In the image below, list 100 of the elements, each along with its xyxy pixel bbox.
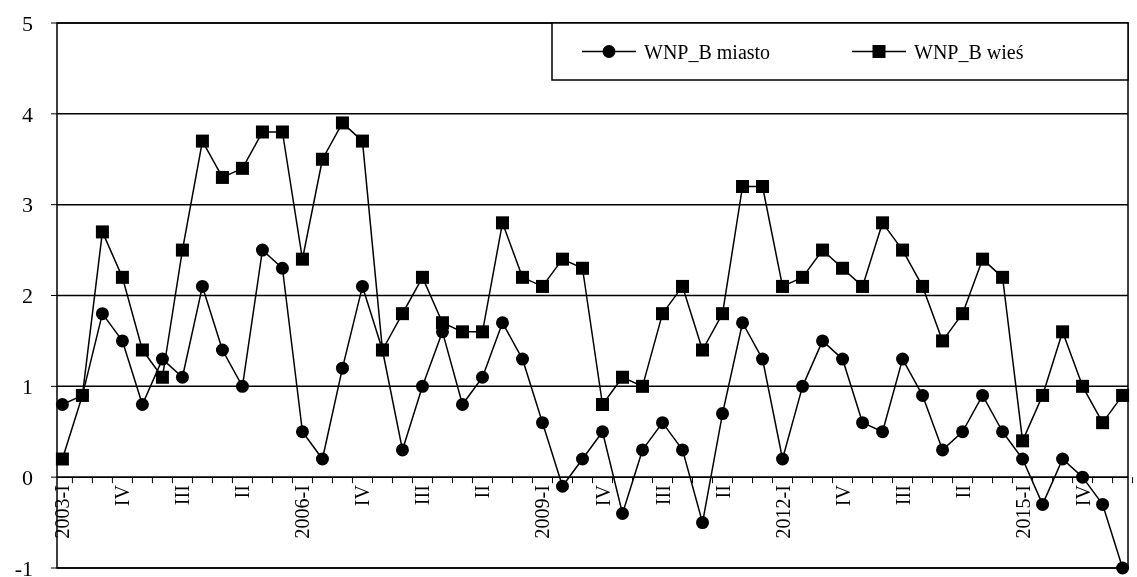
point bbox=[736, 180, 750, 193]
point bbox=[976, 388, 990, 402]
point bbox=[1016, 434, 1030, 448]
x-tick-label: II bbox=[951, 485, 974, 499]
point bbox=[936, 443, 950, 457]
point bbox=[115, 334, 129, 348]
point bbox=[555, 479, 569, 493]
point bbox=[275, 125, 289, 139]
point bbox=[956, 425, 970, 439]
point bbox=[355, 279, 369, 293]
point bbox=[195, 134, 209, 148]
point bbox=[175, 370, 189, 384]
point bbox=[1076, 379, 1090, 393]
x-tick-label: 2012-I bbox=[771, 485, 794, 539]
point bbox=[756, 352, 770, 366]
point bbox=[596, 425, 609, 439]
point bbox=[1116, 561, 1130, 575]
point bbox=[896, 352, 910, 366]
point bbox=[555, 252, 569, 266]
point bbox=[616, 507, 630, 520]
point bbox=[515, 270, 529, 284]
point bbox=[295, 252, 309, 266]
point bbox=[115, 270, 129, 284]
point bbox=[856, 416, 870, 430]
point bbox=[535, 279, 549, 293]
point bbox=[235, 379, 249, 393]
legend-label: WNP_B miasto bbox=[644, 40, 771, 63]
legend-label: WNP_B wieś bbox=[914, 40, 1024, 63]
point bbox=[75, 388, 89, 402]
point bbox=[1036, 388, 1050, 402]
y-tick-label: 2 bbox=[22, 283, 33, 309]
y-tick-label: 1 bbox=[22, 374, 33, 400]
point bbox=[215, 343, 229, 357]
x-tick-label: IV bbox=[591, 484, 614, 507]
point bbox=[415, 379, 429, 393]
x-tick-label: II bbox=[471, 485, 494, 499]
point bbox=[1096, 416, 1110, 430]
point bbox=[576, 261, 589, 275]
point bbox=[335, 116, 349, 130]
point bbox=[916, 388, 930, 402]
point bbox=[475, 370, 489, 384]
point bbox=[796, 270, 810, 284]
point bbox=[756, 180, 770, 193]
point bbox=[596, 398, 609, 411]
point bbox=[856, 279, 870, 293]
point bbox=[55, 398, 69, 411]
point bbox=[175, 243, 189, 257]
point bbox=[696, 343, 710, 357]
point bbox=[1016, 452, 1030, 466]
point bbox=[295, 425, 309, 439]
point bbox=[95, 307, 109, 321]
point bbox=[455, 325, 469, 339]
x-tick-label: III bbox=[891, 485, 914, 506]
point bbox=[956, 307, 970, 321]
point bbox=[135, 343, 149, 357]
point bbox=[255, 243, 269, 257]
point bbox=[95, 225, 109, 239]
point bbox=[996, 270, 1010, 284]
point bbox=[776, 279, 790, 293]
point bbox=[816, 243, 830, 257]
x-tick-label: II bbox=[231, 485, 254, 499]
point bbox=[816, 334, 830, 348]
x-tick-label: IV bbox=[111, 484, 134, 507]
point bbox=[676, 279, 690, 293]
y-tick-label: 5 bbox=[22, 10, 33, 36]
x-tick-label: III bbox=[171, 485, 194, 506]
x-tick-label: III bbox=[651, 485, 674, 506]
point bbox=[375, 343, 389, 357]
point bbox=[315, 452, 329, 466]
x-tick-label: 2006-I bbox=[291, 485, 314, 539]
point bbox=[495, 316, 509, 330]
x-tick-label: IV bbox=[351, 484, 374, 507]
point bbox=[355, 134, 369, 148]
point bbox=[696, 516, 710, 530]
point bbox=[636, 443, 650, 457]
point bbox=[656, 307, 670, 321]
point bbox=[55, 452, 69, 466]
point bbox=[776, 452, 790, 466]
point bbox=[1096, 497, 1110, 511]
point bbox=[315, 152, 329, 166]
x-tick-label: IV bbox=[1071, 484, 1094, 507]
point bbox=[1036, 497, 1050, 511]
x-tick-label: 2015-I bbox=[1011, 485, 1034, 539]
y-tick-label: 4 bbox=[22, 101, 33, 127]
point bbox=[395, 307, 409, 321]
point bbox=[716, 407, 730, 421]
y-tick-label: 0 bbox=[22, 464, 33, 490]
point bbox=[836, 352, 850, 366]
point bbox=[656, 416, 670, 430]
point bbox=[135, 398, 149, 411]
x-tick-label: 2009-I bbox=[531, 485, 554, 539]
x-tick-label: III bbox=[411, 485, 434, 506]
point bbox=[796, 379, 810, 393]
point bbox=[1056, 325, 1070, 339]
point bbox=[716, 307, 730, 321]
x-tick-label: II bbox=[711, 485, 734, 499]
point bbox=[235, 161, 249, 175]
point bbox=[676, 443, 690, 457]
point bbox=[475, 325, 489, 339]
point bbox=[936, 334, 950, 348]
